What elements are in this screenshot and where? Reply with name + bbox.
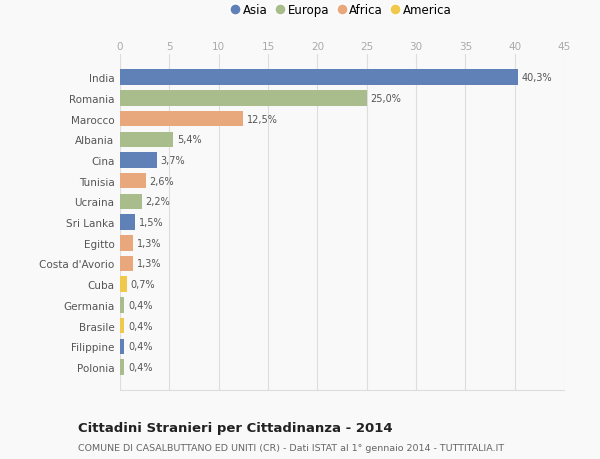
Legend: Asia, Europa, Africa, America: Asia, Europa, Africa, America (229, 0, 455, 21)
Bar (120, 235, 133, 251)
Text: 1,5%: 1,5% (139, 218, 163, 228)
Text: 0,4%: 0,4% (128, 362, 152, 372)
Text: COMUNE DI CASALBUTTANO ED UNITI (CR) - Dati ISTAT al 1° gennaio 2014 - TUTTITALI: COMUNE DI CASALBUTTANO ED UNITI (CR) - D… (78, 443, 504, 452)
Text: 5,4%: 5,4% (177, 135, 202, 145)
Bar (120, 194, 142, 210)
Bar (120, 132, 173, 148)
Bar (120, 256, 133, 272)
Bar (120, 297, 124, 313)
Text: 0,4%: 0,4% (128, 341, 152, 352)
Text: 2,2%: 2,2% (146, 197, 170, 207)
Bar (120, 153, 157, 168)
Text: 0,4%: 0,4% (128, 300, 152, 310)
Bar (120, 339, 124, 354)
Text: 12,5%: 12,5% (247, 114, 278, 124)
Text: Cittadini Stranieri per Cittadinanza - 2014: Cittadini Stranieri per Cittadinanza - 2… (78, 421, 392, 434)
Text: 2,6%: 2,6% (149, 176, 174, 186)
Bar (120, 318, 124, 334)
Bar (120, 215, 135, 230)
Bar (120, 112, 244, 127)
Bar (120, 91, 367, 106)
Text: 25,0%: 25,0% (371, 94, 401, 104)
Bar (120, 174, 146, 189)
Text: 1,3%: 1,3% (137, 238, 161, 248)
Text: 1,3%: 1,3% (137, 259, 161, 269)
Text: 0,4%: 0,4% (128, 321, 152, 331)
Bar (120, 70, 518, 86)
Text: 40,3%: 40,3% (521, 73, 552, 83)
Bar (120, 359, 124, 375)
Text: 3,7%: 3,7% (160, 156, 185, 166)
Bar (120, 277, 127, 292)
Text: 0,7%: 0,7% (131, 280, 155, 290)
